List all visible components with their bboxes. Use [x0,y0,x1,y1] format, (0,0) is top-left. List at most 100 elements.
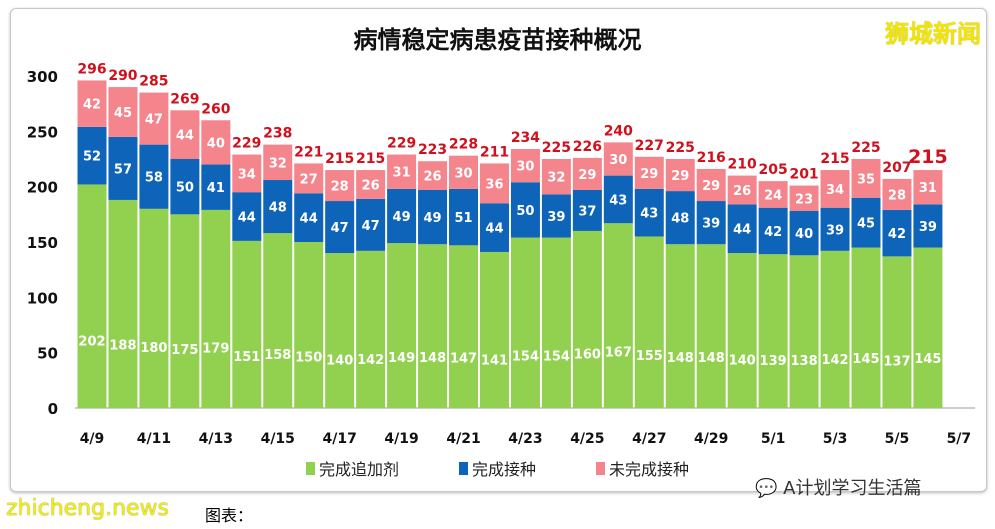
total-label: 216 [697,150,726,166]
data-label: 34 [238,167,256,182]
bar-segment-incomplete [696,168,726,202]
bar-segment-booster [263,233,293,408]
bar-segment-booster [232,240,262,408]
bar-segment-complete [820,207,850,251]
data-label: 137 [883,355,910,370]
bar-segment-incomplete [356,170,386,199]
bar-segment-booster [727,253,757,408]
data-label: 34 [826,183,844,198]
data-label: 30 [609,153,627,168]
x-tick-label: 4/25 [570,431,604,447]
bar-segment-incomplete [139,92,169,145]
bar-segment-complete [356,198,386,251]
bar-segment-booster [603,223,633,408]
bar-segment-complete [479,203,509,252]
total-label: 226 [573,139,602,155]
data-label: 30 [516,160,534,175]
data-label: 202 [78,334,105,349]
data-label: 23 [795,192,813,207]
bar-segment-incomplete [449,155,479,189]
y-tick-label: 0 [48,400,58,418]
data-label: 37 [578,204,596,219]
data-label: 148 [419,351,446,366]
bar-segment-complete [294,193,324,242]
wechat-source-label: A计划学习生活篇 [783,478,922,499]
data-label: 138 [791,354,818,369]
bar-segment-complete [449,188,479,246]
total-label: 205 [759,162,788,178]
total-label: 269 [170,91,199,107]
bar-segment-complete [77,126,107,185]
total-label: 225 [851,140,880,156]
legend: 完成追加剂 完成接种 未完成接种 [0,456,995,480]
y-tick-label: 300 [27,68,58,86]
bar-segment-incomplete [170,110,200,159]
data-label: 155 [636,349,663,364]
data-label: 47 [145,113,163,128]
total-label: 201 [789,167,818,183]
bar-segment-booster [634,236,664,408]
data-label: 188 [109,339,136,354]
x-tick-label: 4/17 [323,431,357,447]
legend-swatch [458,461,468,475]
total-label: 234 [511,130,540,146]
bar-segment-incomplete [758,181,788,208]
total-label: 215 [325,151,354,167]
data-label: 42 [83,98,101,113]
bar-segment-complete [634,188,664,237]
total-label: 240 [604,123,633,139]
bar-segment-complete [263,180,293,234]
data-label: 140 [729,354,756,369]
bar-segment-booster [325,253,355,408]
bar-segment-incomplete [201,120,231,165]
data-label: 43 [640,207,658,222]
data-label: 43 [609,193,627,208]
y-tick-label: 150 [27,234,58,252]
data-label: 148 [698,351,725,366]
x-tick-label: 4/15 [261,431,295,447]
total-label: 229 [232,136,261,152]
data-label: 151 [233,350,260,365]
data-label: 50 [176,181,194,196]
data-label: 52 [83,150,101,165]
bar-segment-complete [789,211,819,256]
bar-segment-incomplete [572,157,602,190]
data-label: 39 [919,220,937,235]
data-label: 32 [269,156,287,171]
data-label: 27 [300,172,318,187]
legend-swatch [305,461,315,475]
total-label: 215 [356,151,385,167]
y-tick-label: 250 [27,123,58,141]
x-tick-label: 4/27 [632,431,666,447]
data-label: 44 [485,222,503,237]
data-label: 29 [671,169,689,184]
data-label: 160 [574,347,601,362]
x-tick-label: 4/13 [199,431,233,447]
data-label: 41 [207,181,225,196]
data-label: 31 [919,181,937,196]
bar-segment-booster [108,199,138,408]
logo: 狮城新闻 [885,20,981,48]
data-label: 58 [145,171,163,186]
data-label: 44 [300,212,318,227]
total-label: 225 [666,140,695,156]
bar-segment-complete [510,182,540,238]
bar-segment-incomplete [263,144,293,181]
total-label: 207 [882,160,911,176]
data-label: 31 [393,166,411,181]
chart-title: 病情稳定病患疫苗接种概况 [353,26,642,54]
bar-segment-complete [541,194,571,238]
bar-segment-incomplete [882,178,912,210]
total-label: 210 [728,157,757,173]
total-label: 290 [108,68,137,84]
bar-segment-booster [696,244,726,408]
bar-segment-incomplete [634,156,664,189]
bar-segment-complete [665,191,695,245]
data-label: 45 [114,106,132,121]
total-label: 260 [201,101,230,117]
total-label: 221 [294,144,323,160]
bar-segment-complete [913,204,943,248]
data-label: 158 [264,348,291,363]
wechat-source: 💬 A计划学习生活篇 [755,474,921,500]
